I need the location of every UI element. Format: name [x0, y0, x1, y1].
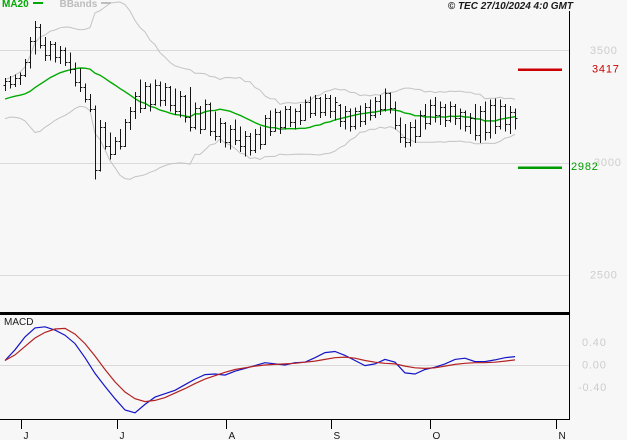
bbands-line-swatch-icon — [101, 2, 112, 5]
panel-separator — [0, 312, 570, 315]
macd-signal-line — [4, 327, 516, 403]
macd-axis-label: 0.00 — [582, 359, 607, 371]
legend-ma20-label: MA20 — [2, 0, 29, 10]
macd-axis-label: -0.40 — [578, 382, 607, 394]
month-label-O: O — [433, 431, 441, 440]
price-axis-label: 2500 — [590, 269, 618, 281]
month-label-J: J — [24, 431, 29, 440]
macd-panel-label: MACD — [4, 317, 34, 328]
bollinger-upper-line — [4, 1, 516, 105]
month-label-J: J — [120, 431, 125, 440]
ma20-line-swatch-icon — [32, 2, 43, 5]
chart-legend: MA20 BBands — [2, 0, 125, 11]
month-label-A: A — [229, 431, 236, 440]
month-label-S: S — [334, 431, 341, 440]
price-axis-label: 3000 — [594, 157, 622, 169]
price-axis-label: 3500 — [590, 45, 618, 57]
legend-bbands-label: BBands — [59, 0, 98, 10]
month-label-N: N — [559, 431, 566, 440]
ohlc-bars — [3, 21, 518, 180]
legend-item-ma20: MA20 — [2, 0, 47, 10]
level-label-2982: 2982 — [571, 161, 599, 173]
macd-axis-label: 0.40 — [582, 337, 607, 349]
ma20-line — [4, 67, 516, 130]
level-label-3417: 3417 — [592, 64, 620, 76]
month-ticks — [21, 420, 557, 429]
copyright-text: © TEC 27/10/2024 4:0 GMT — [447, 1, 573, 12]
legend-item-bbands: BBands — [59, 0, 115, 10]
